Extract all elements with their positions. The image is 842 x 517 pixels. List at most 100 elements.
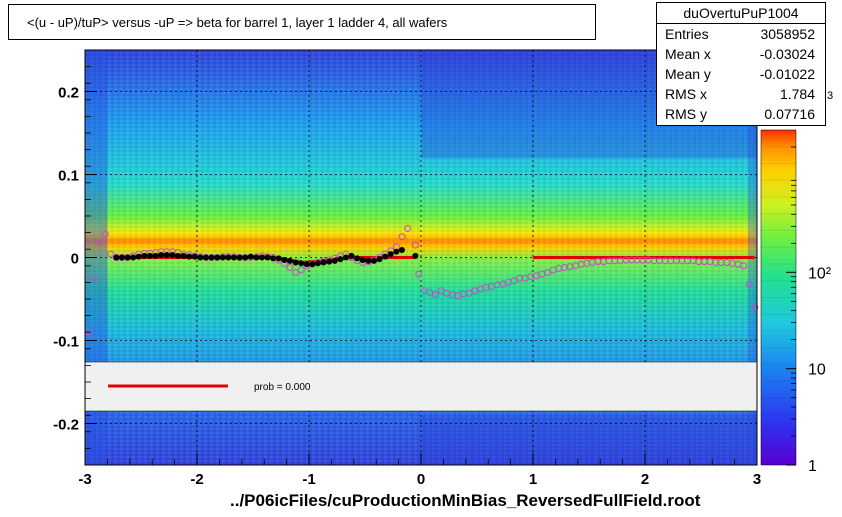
heatmap-region-bottom-right xyxy=(421,415,757,465)
profile-point xyxy=(365,257,372,264)
profile-point xyxy=(326,258,333,265)
axes: -3 -2 -1 0 1 2 3 -0.2 -0.1 0 0.1 0.2 1 10 10² 3 xyxy=(53,49,833,488)
profile-point xyxy=(180,252,187,259)
palette-gradient xyxy=(761,130,796,465)
profile-point xyxy=(158,252,165,259)
profile-point xyxy=(169,252,176,259)
stats-key: Mean y xyxy=(665,66,711,82)
profile-point xyxy=(382,253,389,260)
profile-point xyxy=(387,251,394,258)
profile-point xyxy=(309,261,316,268)
stats-box: duOvertuPuP1004 Entries 3058952 Mean x -… xyxy=(656,2,826,126)
mean-marker xyxy=(404,224,412,232)
stats-row-mean-y: Mean y -0.01022 xyxy=(657,64,825,84)
x-tick-label: 2 xyxy=(641,471,649,488)
profile-point xyxy=(258,254,265,261)
profile-point xyxy=(141,252,148,259)
profile-point xyxy=(130,254,137,261)
stats-value: 3058952 xyxy=(760,26,815,42)
color-palette: 1 10 10² 3 xyxy=(760,90,833,475)
profile-point xyxy=(242,254,249,261)
z-tick-label: 10 xyxy=(808,362,826,379)
y-tick-label: 0 xyxy=(71,251,79,268)
mean-marker xyxy=(292,268,300,276)
profile-point xyxy=(331,257,338,264)
profile-point xyxy=(348,252,355,259)
profile-point xyxy=(281,256,288,263)
palette-border xyxy=(760,129,797,466)
stats-name: duOvertuPuP1004 xyxy=(657,3,825,24)
profile-point xyxy=(186,253,193,260)
mean-marker xyxy=(751,303,759,311)
data-marks: prob = 0.000 xyxy=(84,224,759,412)
profile-point xyxy=(393,248,400,255)
y-tick-label: 0.2 xyxy=(58,85,79,102)
mean-marker xyxy=(90,274,98,282)
profile-point xyxy=(359,256,366,263)
stats-key: RMS x xyxy=(665,86,707,102)
stats-value: -0.01022 xyxy=(759,66,815,82)
mean-marker xyxy=(107,250,115,258)
profile-point xyxy=(370,257,377,264)
profile-point xyxy=(202,254,209,261)
stats-value: 1.784 xyxy=(779,86,815,102)
profile-point xyxy=(320,259,327,266)
profile-point xyxy=(342,254,349,261)
y-tick-label: -0.2 xyxy=(53,417,79,434)
profile-point xyxy=(337,256,344,263)
profile-point xyxy=(412,252,419,259)
profile-point xyxy=(230,254,237,261)
stats-value: 0.07716 xyxy=(764,106,815,122)
stats-row-rms-x: RMS x 1.784 xyxy=(657,84,825,104)
profile-point xyxy=(236,254,243,261)
z-tick-label: 1 xyxy=(808,458,817,475)
profile-point xyxy=(247,253,254,260)
profile-point xyxy=(219,254,226,261)
profile-point xyxy=(113,254,120,261)
stats-key: Mean x xyxy=(665,46,711,62)
x-tick-label: -3 xyxy=(78,471,91,488)
z-exponent-label: 3 xyxy=(827,90,833,102)
profile-point xyxy=(264,254,271,261)
profile-point xyxy=(314,260,321,267)
x-tick-label: 0 xyxy=(417,471,425,488)
mean-marker xyxy=(398,233,406,241)
x-tick-label: -1 xyxy=(302,471,315,488)
stats-row-mean-x: Mean x -0.03024 xyxy=(657,44,825,64)
mean-marker xyxy=(411,241,419,249)
profile-point xyxy=(197,254,204,261)
profile-point xyxy=(298,260,305,267)
mean-marker xyxy=(432,291,440,299)
mean-marker xyxy=(426,288,434,296)
y-tick-label: -0.1 xyxy=(53,334,79,351)
profile-point xyxy=(225,254,232,261)
stats-key: RMS y xyxy=(665,106,707,122)
profile-point xyxy=(174,252,181,259)
profile-point xyxy=(398,247,405,254)
profile-point xyxy=(354,255,361,262)
mean-marker xyxy=(740,262,748,270)
profile-point xyxy=(191,253,198,260)
mean-marker xyxy=(544,268,552,276)
stats-row-entries: Entries 3058952 xyxy=(657,24,825,44)
profile-point xyxy=(376,256,383,263)
profile-point xyxy=(163,252,170,259)
profile-point xyxy=(208,254,215,261)
mean-marker xyxy=(437,287,445,295)
y-tick-label: 0.1 xyxy=(58,168,79,185)
profile-point xyxy=(303,261,310,268)
profile-point xyxy=(292,259,299,266)
mean-marker xyxy=(96,239,104,247)
mean-marker xyxy=(510,277,518,285)
profile-point xyxy=(124,254,131,261)
profile-point xyxy=(286,257,293,264)
profile-point xyxy=(214,254,221,261)
profile-point xyxy=(253,254,260,261)
mean-marker xyxy=(297,266,305,274)
mean-marker xyxy=(415,270,423,278)
legend-label: prob = 0.000 xyxy=(254,382,311,393)
x-axis-footer: ../P06icFiles/cuProductionMinBias_Revers… xyxy=(230,491,701,510)
profile-point xyxy=(275,255,282,262)
mean-marker xyxy=(465,289,473,297)
